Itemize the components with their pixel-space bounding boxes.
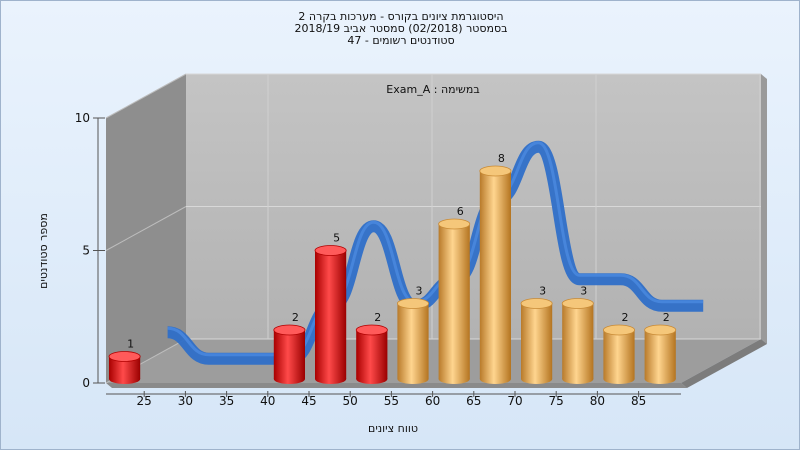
bar-top — [520, 298, 553, 309]
x-tick-label: 75 — [549, 394, 564, 408]
x-tick-label: 55 — [384, 394, 399, 408]
bar-value-label: 3 — [580, 285, 587, 298]
y-axis-title: מספר סטודנטים — [37, 213, 50, 289]
chart-title: היסטוגרמת ציונים בקורס - מערכות בקרה 2 ב… — [1, 11, 800, 47]
x-tick-label: 65 — [466, 394, 481, 408]
bar-body — [356, 330, 388, 379]
x-axis-title: טווח ציונים — [368, 422, 418, 435]
grid-line-left-wall — [105, 73, 187, 119]
bar-value-label: 2 — [663, 311, 670, 324]
bar-body — [521, 303, 553, 379]
bar-value-label: 2 — [374, 311, 381, 324]
bar-base — [356, 374, 388, 384]
bar-body — [273, 330, 305, 379]
bar-body — [109, 356, 141, 379]
bar-top — [479, 165, 512, 177]
bar-top — [438, 218, 471, 230]
bar-value-label: 8 — [498, 152, 505, 165]
y-tick-label: 5 — [82, 244, 90, 258]
x-tick-label: 30 — [178, 394, 193, 408]
bar-body — [438, 224, 470, 379]
bar-base — [397, 374, 429, 384]
x-tick-label: 60 — [425, 394, 440, 408]
bar-top — [314, 245, 347, 256]
bar-top — [561, 298, 594, 309]
floor-side-edge — [681, 339, 767, 388]
x-tick-label: 40 — [260, 394, 275, 408]
y-tick-label: 0 — [82, 376, 90, 390]
bar-top — [644, 324, 677, 336]
title-line-1: היסטוגרמת ציונים בקורס - מערכות בקרה 2 — [298, 10, 504, 23]
bar-body — [603, 330, 635, 379]
x-tick-label: 50 — [343, 394, 358, 408]
back-wall-edge — [761, 74, 767, 344]
bar-base — [438, 374, 470, 384]
x-tick-label: 35 — [219, 394, 234, 408]
bar-base — [315, 374, 347, 384]
bar-base — [562, 374, 594, 384]
bar-base — [644, 374, 676, 384]
bar-value-label: 1 — [127, 338, 134, 351]
bar-body — [397, 303, 429, 379]
y-tick-label: 10 — [75, 111, 90, 125]
floor — [106, 339, 761, 383]
bar-value-label: 3 — [539, 285, 546, 298]
bar-body — [479, 171, 511, 379]
x-tick-label: 80 — [590, 394, 605, 408]
bar-value-label: 2 — [622, 311, 629, 324]
gridlines — [105, 73, 761, 384]
bar-base — [109, 374, 141, 384]
x-tick-label: 25 — [137, 394, 152, 408]
bar-base — [479, 374, 511, 384]
bar-top — [603, 324, 636, 336]
bar-base — [273, 374, 305, 384]
bar-body — [562, 303, 594, 379]
bar-top — [355, 324, 388, 336]
bar-top — [273, 324, 306, 336]
bar-top — [108, 351, 141, 362]
bar-top — [396, 298, 429, 309]
bar-value-label: 3 — [416, 285, 423, 298]
x-tick-label: 70 — [507, 394, 522, 408]
bar-body — [644, 330, 676, 379]
floor-edge — [106, 383, 687, 388]
title-line-3: סטודנטים רשומים - 47 — [347, 34, 455, 47]
x-tick-label: 45 — [301, 394, 316, 408]
bar-base — [603, 374, 635, 384]
bar-value-label: 5 — [333, 232, 340, 245]
bar-value-label: 2 — [292, 311, 299, 324]
grid-line-left-wall — [105, 206, 187, 251]
exam-annotation: Exam_A : במשימה — [386, 83, 479, 96]
x-tick-label: 85 — [631, 394, 646, 408]
bar-value-label: 6 — [457, 205, 464, 218]
title-line-2: בסמסטר (02/2018) סמסטר אביב 2018/19 — [294, 22, 508, 35]
bar-body — [315, 250, 347, 379]
bar-base — [521, 374, 553, 384]
bars: 1 2 5 2 3 6 8 3 3 2 2 — [108, 152, 677, 384]
